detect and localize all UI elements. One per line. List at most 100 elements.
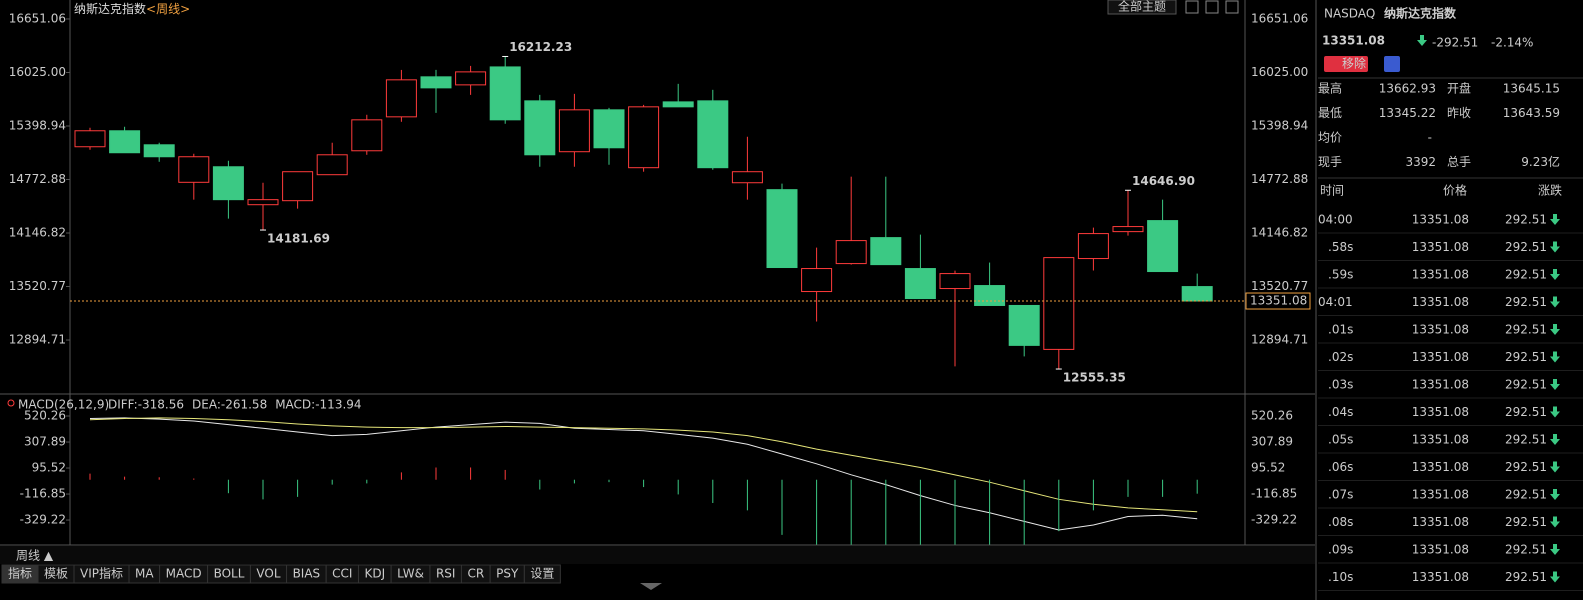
trade-time: .02s xyxy=(1328,350,1353,364)
tab[interactable]: LW& xyxy=(390,564,431,584)
candle-body xyxy=(385,79,417,118)
tab-box[interactable] xyxy=(523,564,561,584)
down-arrow xyxy=(1550,434,1560,445)
candle-body xyxy=(835,240,867,265)
remove-button[interactable] xyxy=(1324,56,1368,72)
collapse-arrow[interactable] xyxy=(640,583,662,590)
stat-value: 13662.93 xyxy=(1379,82,1436,96)
down-arrow xyxy=(1550,351,1560,363)
tab-label: VOL xyxy=(256,567,280,581)
tab[interactable]: 模板 xyxy=(37,564,75,584)
trade-change: 292.51 xyxy=(1505,488,1547,502)
y-tick-label: 307.89 xyxy=(1251,435,1293,449)
y-tick-label: 15398.94 xyxy=(9,118,66,132)
tab-label: MA xyxy=(135,567,154,581)
tab[interactable]: 设置 xyxy=(523,564,561,584)
tab[interactable]: BOLL xyxy=(207,564,251,584)
down-arrow xyxy=(1550,516,1560,528)
tab[interactable]: 指标 xyxy=(1,564,39,584)
y-tick-label: 12894.71 xyxy=(1251,333,1308,347)
y-tick-label: 14772.88 xyxy=(9,172,66,186)
trade-price: 13351.08 xyxy=(1412,378,1469,392)
stat-label: 最低 xyxy=(1318,106,1342,120)
trade-price: 13351.08 xyxy=(1412,433,1469,447)
stat-label: 开盘 xyxy=(1447,81,1471,96)
trade-time: .01s xyxy=(1328,323,1353,337)
y-tick-label: -116.85 xyxy=(20,487,66,501)
tab[interactable]: RSI xyxy=(429,564,462,584)
y-tick-label: 95.52 xyxy=(1251,461,1285,475)
tab[interactable]: PSY xyxy=(489,564,525,584)
tab[interactable]: VOL xyxy=(249,564,288,584)
trade-time: .10s xyxy=(1328,570,1353,584)
trade-change: 292.51 xyxy=(1505,405,1547,419)
window-icon[interactable] xyxy=(1225,0,1239,14)
candle-body xyxy=(974,285,1006,306)
y-tick-label: 13520.77 xyxy=(9,279,66,293)
down-arrow xyxy=(1550,324,1560,335)
candle-body xyxy=(1112,226,1144,233)
window-icon[interactable] xyxy=(1205,0,1219,14)
y-tick-label: 14146.82 xyxy=(1251,226,1308,240)
trade-time: .09s xyxy=(1328,543,1353,557)
trade-price: 13351.08 xyxy=(1412,570,1469,584)
stat-value: 13645.15 xyxy=(1503,82,1560,96)
down-arrow xyxy=(1550,571,1560,583)
tab[interactable]: KDJ xyxy=(357,564,392,584)
candle-body xyxy=(1077,233,1109,260)
trade-change: 292.51 xyxy=(1505,323,1547,337)
down-arrow xyxy=(1417,35,1427,46)
trade-time: 04:00 xyxy=(1318,213,1353,227)
tab-label: LW& xyxy=(397,567,424,581)
tab[interactable]: MA xyxy=(128,564,161,584)
stat-value: 3392 xyxy=(1405,155,1436,169)
table-header: 涨跌 xyxy=(1538,183,1562,198)
trade-change: 292.51 xyxy=(1505,213,1547,227)
tab-bar: 指标 模板 VIP指标 MA MACD BOLL VOL BIAS CCI KDJ LW& RSI CR… xyxy=(1,564,561,584)
tab[interactable]: VIP指标 xyxy=(73,564,130,584)
trade-price: 13351.08 xyxy=(1412,240,1469,254)
tab[interactable]: MACD xyxy=(159,564,209,584)
period-bar xyxy=(0,546,1315,564)
tab-label: 设置 xyxy=(530,567,554,581)
tab-label: CCI xyxy=(332,567,352,581)
trade-time: .06s xyxy=(1328,460,1353,474)
y-tick-label: 16651.06 xyxy=(9,11,66,25)
trade-time: .07s xyxy=(1328,488,1353,502)
y-tick-label: 16025.00 xyxy=(1251,65,1308,79)
tab[interactable]: CCI xyxy=(325,564,359,584)
window-icon[interactable] xyxy=(1185,0,1199,14)
tab-label: MACD xyxy=(166,567,202,581)
candle-body xyxy=(178,156,210,183)
indicator-title: MACD(26,12,9) xyxy=(18,398,109,412)
tab-label: KDJ xyxy=(364,567,385,581)
candle-body xyxy=(524,100,556,156)
chart-title: 纳斯达克指数<周线> xyxy=(74,1,190,16)
candle-body xyxy=(143,144,175,158)
trade-time: .03s xyxy=(1328,378,1353,392)
y-tick-label: 95.52 xyxy=(32,461,66,475)
tab-label: BIAS xyxy=(293,567,321,581)
candle-body xyxy=(420,76,452,89)
stat-value: 9.23亿 xyxy=(1521,154,1560,169)
stat-label: 总手 xyxy=(1447,155,1471,169)
trade-price: 13351.08 xyxy=(1412,350,1469,364)
y-tick-label: -116.85 xyxy=(1251,487,1297,501)
trade-time: .58s xyxy=(1328,240,1353,254)
alert-button[interactable] xyxy=(1384,56,1400,72)
indicator-icon[interactable] xyxy=(7,399,15,407)
candle-body xyxy=(870,237,902,266)
candle-body xyxy=(109,130,141,154)
y-tick-label: 16651.06 xyxy=(1251,11,1308,25)
tab[interactable]: BIAS xyxy=(286,564,327,584)
period-selector[interactable]: 周线 ▲ xyxy=(16,549,54,563)
trade-price: 13351.08 xyxy=(1412,543,1469,557)
theme-button[interactable] xyxy=(1107,0,1177,15)
quote-change: -292.51 xyxy=(1432,36,1478,50)
tab[interactable]: CR xyxy=(460,564,491,584)
down-arrow xyxy=(1550,489,1560,500)
candle-body xyxy=(662,101,694,108)
trade-price: 13351.08 xyxy=(1412,460,1469,474)
trade-change: 292.51 xyxy=(1505,295,1547,309)
